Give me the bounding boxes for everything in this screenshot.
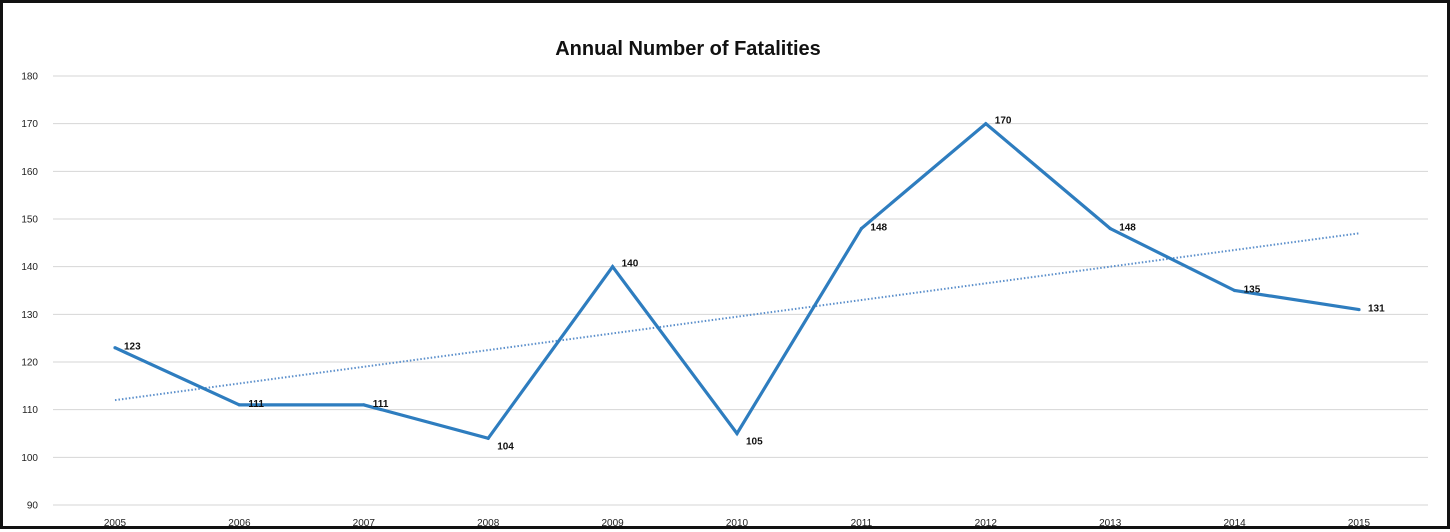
data-label: 148 <box>870 223 887 234</box>
data-label: 104 <box>497 441 514 452</box>
x-tick-label: 2009 <box>601 518 624 529</box>
y-tick-label: 100 <box>21 453 38 464</box>
chart-title: Annual Number of Fatalities <box>555 38 821 60</box>
x-tick-label: 2007 <box>353 518 376 529</box>
x-tick-label: 2011 <box>851 518 873 529</box>
x-tick-label: 2012 <box>975 518 998 529</box>
x-tick-label: 2010 <box>726 518 749 529</box>
series-layer <box>113 121 1361 441</box>
data-point <box>611 265 615 269</box>
data-label: 140 <box>622 259 639 270</box>
y-tick-label: 170 <box>21 119 38 130</box>
data-label: 170 <box>995 116 1012 127</box>
y-tick-label: 110 <box>22 405 38 416</box>
data-label: 111 <box>373 399 389 410</box>
data-label: 135 <box>1244 285 1261 296</box>
data-point <box>362 403 366 407</box>
y-tick-label: 130 <box>21 310 38 321</box>
x-tick-label: 2013 <box>1099 518 1122 529</box>
data-point <box>735 431 739 436</box>
y-axis-ticks: 180 170 160 150 140 130 120 110 100 90 <box>21 72 38 512</box>
y-tick-label: 120 <box>21 358 38 369</box>
trendline-line <box>114 232 1360 402</box>
data-point <box>113 346 117 350</box>
data-label: 123 <box>124 342 141 353</box>
data-point <box>859 226 864 231</box>
y-tick-label: 160 <box>21 167 38 178</box>
data-label: 148 <box>1119 223 1136 234</box>
y-tick-label: 140 <box>21 262 38 273</box>
data-labels: 123 111 111 104 140 105 148 170 148 135 131 <box>124 116 1385 453</box>
trendline <box>114 232 1360 402</box>
x-tick-label: 2005 <box>104 518 127 529</box>
y-tick-label: 180 <box>21 72 38 83</box>
gridlines <box>53 75 1428 506</box>
x-tick-label: 2015 <box>1348 518 1371 529</box>
data-point <box>1357 307 1361 312</box>
data-label: 111 <box>248 399 264 410</box>
y-tick-label: 150 <box>21 215 38 226</box>
data-point <box>1108 226 1112 231</box>
data-point <box>486 436 490 440</box>
x-axis-ticks: 2005 2006 2007 2008 2009 2010 2011 2012 2013 2014… <box>104 518 1371 529</box>
data-point <box>237 403 241 407</box>
data-point <box>984 122 988 126</box>
data-label: 131 <box>1368 304 1385 315</box>
x-tick-label: 2014 <box>1223 518 1246 529</box>
x-tick-label: 2008 <box>477 518 500 529</box>
y-tick-label: 90 <box>27 501 39 512</box>
x-tick-label: 2006 <box>228 518 251 529</box>
data-point <box>1233 288 1237 293</box>
data-label: 105 <box>746 437 763 448</box>
line-chart: Annual Number of Fatalities 180 170 160 150… <box>21 38 1428 529</box>
